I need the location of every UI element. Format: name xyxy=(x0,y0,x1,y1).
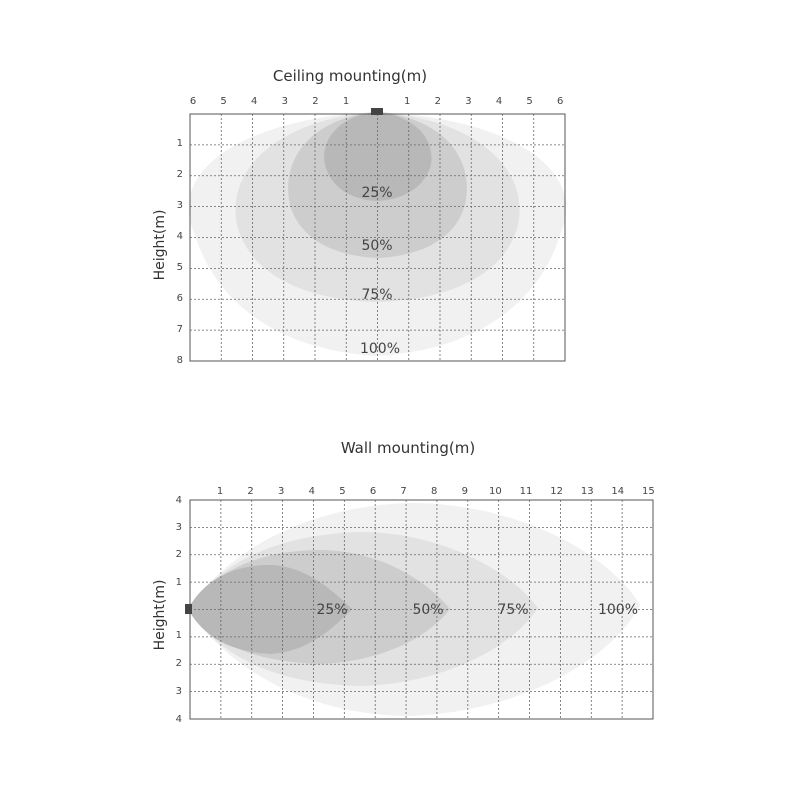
ceiling-x-tick: 2 xyxy=(435,96,441,107)
wall-title: Wall mounting(m) xyxy=(341,439,475,457)
ceiling-x-tick: 5 xyxy=(220,96,226,107)
ceiling-label-100: 100% xyxy=(360,341,400,357)
wall-y-tick: 1 xyxy=(176,577,182,588)
ceiling-y-tick: 5 xyxy=(177,262,183,273)
wall-x-tick: 13 xyxy=(581,486,594,497)
ceiling-x-tick: 3 xyxy=(465,96,471,107)
ceiling-y-tick: 2 xyxy=(177,169,183,180)
wall-y-tick: 3 xyxy=(176,686,182,697)
wall-label-100: 100% xyxy=(598,602,638,618)
wall-y-tick: 2 xyxy=(176,658,182,669)
wall-sensor-icon xyxy=(185,604,192,614)
wall-y-tick: 1 xyxy=(176,630,182,641)
ceiling-diagram: Ceiling mounting(m) 6 5 4 3 2 1 1 2 3 4 5 6 1 2 3 4 5 6 7… xyxy=(152,67,567,366)
ceiling-x-tick: 6 xyxy=(190,96,196,107)
wall-y-ticks: 4 3 2 1 1 2 3 4 xyxy=(176,495,182,725)
wall-x-tick: 15 xyxy=(642,486,655,497)
ceiling-x-tick: 1 xyxy=(404,96,410,107)
wall-x-tick: 9 xyxy=(462,486,468,497)
ceiling-x-tick: 6 xyxy=(557,96,563,107)
ceiling-label-50: 50% xyxy=(361,238,392,254)
ceiling-y-tick: 6 xyxy=(177,293,183,304)
wall-x-tick: 8 xyxy=(431,486,437,497)
wall-x-tick: 3 xyxy=(278,486,284,497)
wall-x-tick: 12 xyxy=(550,486,563,497)
ceiling-y-tick: 1 xyxy=(177,138,183,149)
wall-x-tick: 10 xyxy=(489,486,502,497)
ceiling-x-tick: 1 xyxy=(343,96,349,107)
ceiling-title: Ceiling mounting(m) xyxy=(273,67,427,85)
wall-y-tick: 2 xyxy=(176,549,182,560)
wall-y-tick: 4 xyxy=(176,714,182,725)
wall-y-axis-label: Height(m) xyxy=(152,580,168,651)
wall-x-tick: 7 xyxy=(400,486,406,497)
ceiling-grid xyxy=(190,114,565,361)
wall-y-tick: 3 xyxy=(176,522,182,533)
wall-x-ticks: 1 2 3 4 5 6 7 8 9 10 11 12 13 14 15 xyxy=(217,486,655,497)
wall-x-tick: 5 xyxy=(339,486,345,497)
ceiling-sensor-icon xyxy=(371,108,383,115)
ceiling-label-75: 75% xyxy=(361,287,392,303)
wall-x-tick: 6 xyxy=(370,486,376,497)
wall-x-tick: 4 xyxy=(309,486,315,497)
wall-label-50: 50% xyxy=(412,602,443,618)
ceiling-x-tick: 2 xyxy=(312,96,318,107)
wall-y-tick: 4 xyxy=(176,495,182,506)
wall-x-tick: 1 xyxy=(217,486,223,497)
wall-x-tick: 11 xyxy=(520,486,533,497)
ceiling-y-tick: 3 xyxy=(177,200,183,211)
ceiling-zone-25 xyxy=(324,112,432,201)
ceiling-x-tick: 4 xyxy=(496,96,502,107)
ceiling-label-25: 25% xyxy=(361,185,392,201)
ceiling-y-tick: 4 xyxy=(177,231,183,242)
ceiling-y-axis-label: Height(m) xyxy=(152,210,168,281)
wall-label-75: 75% xyxy=(497,602,528,618)
ceiling-x-tick: 5 xyxy=(526,96,532,107)
wall-label-25: 25% xyxy=(316,602,347,618)
ceiling-x-ticks: 6 5 4 3 2 1 1 2 3 4 5 6 xyxy=(190,96,564,107)
ceiling-y-tick: 7 xyxy=(177,324,183,335)
wall-grid xyxy=(190,500,653,719)
wall-diagram: Wall mounting(m) 1 2 3 4 5 6 7 8 9 10 11 12 13 14 15 4… xyxy=(152,439,655,725)
wall-x-tick: 2 xyxy=(247,486,253,497)
ceiling-x-tick: 4 xyxy=(251,96,257,107)
ceiling-x-tick: 3 xyxy=(282,96,288,107)
wall-x-tick: 14 xyxy=(611,486,624,497)
ceiling-y-tick: 8 xyxy=(177,355,183,366)
ceiling-y-ticks: 1 2 3 4 5 6 7 8 xyxy=(177,138,183,366)
